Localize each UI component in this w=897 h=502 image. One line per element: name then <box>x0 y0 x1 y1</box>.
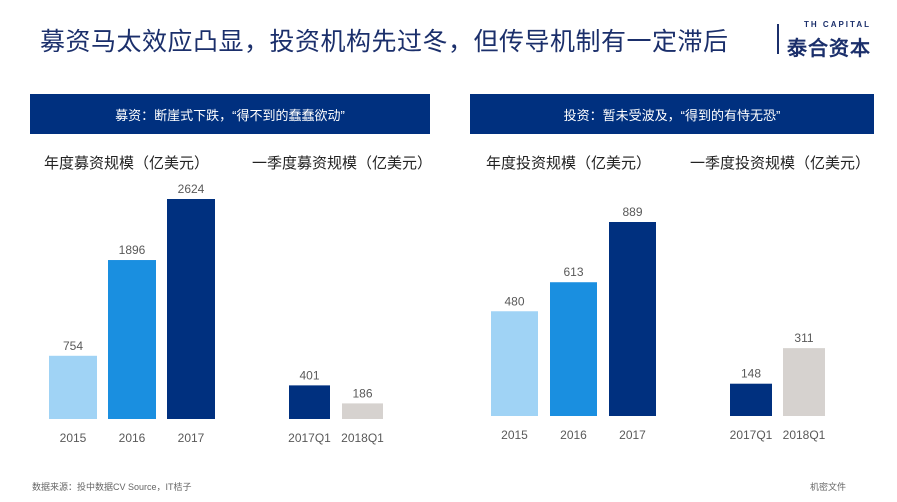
annual-fundraising-category-label-2016: 2016 <box>119 431 146 445</box>
q1-fundraising-value-label-2018Q1: 186 <box>352 386 372 400</box>
annual-investment-category-label-2017: 2017 <box>619 428 646 442</box>
q1-fundraising-category-label-2017Q1: 2017Q1 <box>288 431 331 445</box>
annual-fundraising-value-label-2017: 2624 <box>178 182 205 196</box>
annual-investment-value-label-2016: 613 <box>563 265 583 279</box>
q1-investment-category-label-2017Q1: 2017Q1 <box>730 428 773 442</box>
fundraising-banner: 募资：断崖式下跌，“得不到的蠢蠢欲动” <box>30 94 430 134</box>
q1-fundraising-chart-title: 一季度募资规模（亿美元） <box>252 155 433 172</box>
investment-banner: 投资：暂未受波及，“得到的有恃无恐” <box>470 94 874 134</box>
confidential-label: 机密文件 <box>810 482 847 492</box>
annual-fundraising-bar-2015 <box>49 355 97 419</box>
annual-investment-chart-title: 年度投资规模（亿美元） <box>486 155 652 172</box>
annual-fundraising-category-label-2017: 2017 <box>178 431 205 445</box>
q1-investment-bar-2017Q1 <box>730 383 772 416</box>
q1-fundraising-bar-2018Q1 <box>342 403 383 419</box>
annual-investment-bar-2017 <box>609 222 656 416</box>
annual-fundraising-bar-2017 <box>167 199 215 419</box>
annual-investment-bar-2015 <box>491 311 538 416</box>
q1-investment-chart-title: 一季度投资规模（亿美元） <box>690 155 871 172</box>
q1-investment-value-label-2017Q1: 148 <box>741 367 761 381</box>
data-source-note: 数据来源：投中数据CV Source，IT桔子 <box>32 482 192 492</box>
annual-fundraising-chart-title: 年度募资规模（亿美元） <box>44 155 210 172</box>
page-title: 募资马太效应凸显，投资机构先过冬，但传导机制有一定滞后 <box>40 28 729 56</box>
brand-name-en: TH CAPITAL <box>804 20 871 29</box>
annual-fundraising-bar-2016 <box>108 260 156 419</box>
brand-name-cn: 泰合资本 <box>787 38 871 60</box>
q1-investment-bar-2018Q1 <box>783 348 825 416</box>
annual-fundraising-category-label-2015: 2015 <box>60 431 87 445</box>
q1-fundraising-bar-2017Q1 <box>289 385 330 419</box>
annual-investment-value-label-2017: 889 <box>622 205 642 219</box>
q1-fundraising-category-label-2018Q1: 2018Q1 <box>341 431 384 445</box>
annual-investment-value-label-2015: 480 <box>504 294 524 308</box>
q1-investment-value-label-2018Q1: 311 <box>794 331 813 345</box>
annual-fundraising-value-label-2015: 754 <box>63 339 83 353</box>
q1-investment-category-label-2018Q1: 2018Q1 <box>783 428 826 442</box>
annual-fundraising-value-label-2016: 1896 <box>119 243 146 257</box>
annual-investment-category-label-2015: 2015 <box>501 428 528 442</box>
annual-investment-category-label-2016: 2016 <box>560 428 587 442</box>
annual-investment-bar-2016 <box>550 282 597 416</box>
q1-fundraising-value-label-2017Q1: 401 <box>299 368 319 382</box>
brand-divider <box>777 24 779 54</box>
